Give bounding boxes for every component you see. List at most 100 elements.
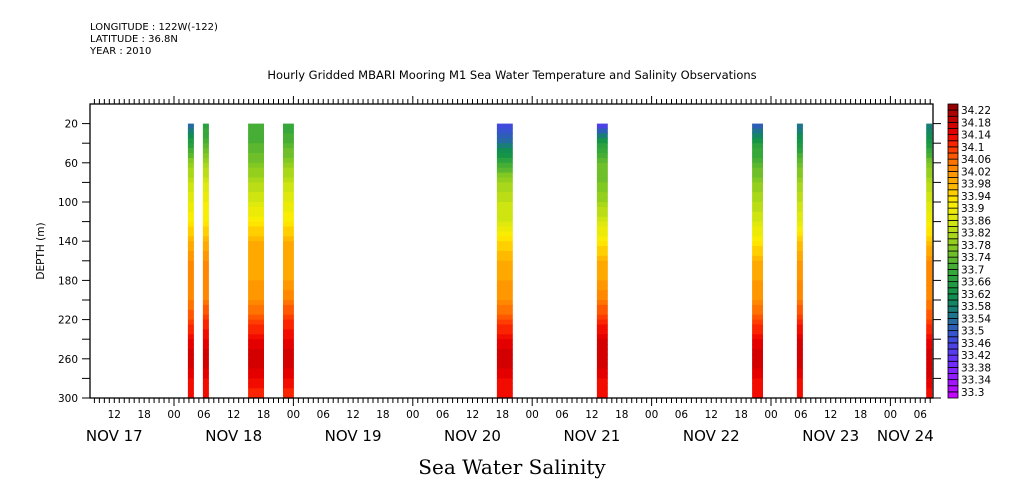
salinity-cell bbox=[596, 353, 608, 360]
salinity-cell bbox=[187, 143, 194, 149]
salinity-cell bbox=[283, 216, 294, 223]
salinity-cell bbox=[752, 162, 763, 169]
x-tick-label: 18 bbox=[854, 409, 867, 421]
salinity-cell bbox=[187, 270, 194, 277]
y-tick-label: 100 bbox=[58, 197, 78, 209]
colorbar-band bbox=[947, 281, 959, 289]
salinity-cell bbox=[187, 304, 194, 311]
salinity-cell bbox=[202, 251, 209, 257]
salinity-cell bbox=[202, 378, 209, 384]
salinity-cell bbox=[496, 290, 513, 296]
salinity-cell bbox=[283, 339, 294, 345]
salinity-cell bbox=[283, 344, 294, 350]
salinity-cell bbox=[596, 314, 608, 321]
salinity-cell bbox=[248, 319, 264, 326]
salinity-cell bbox=[752, 251, 763, 257]
salinity-cell bbox=[496, 162, 513, 169]
salinity-cell bbox=[752, 329, 763, 335]
salinity-cell bbox=[187, 128, 194, 134]
salinity-cell bbox=[496, 368, 513, 375]
salinity-cell bbox=[596, 260, 608, 267]
salinity-cell bbox=[283, 334, 294, 340]
salinity-cell bbox=[283, 128, 294, 134]
salinity-cell bbox=[283, 221, 294, 228]
colorbar-label: 33.58 bbox=[961, 301, 991, 313]
salinity-cell bbox=[752, 167, 763, 174]
x-tick-label: 00 bbox=[645, 409, 658, 421]
salinity-cell bbox=[283, 373, 294, 379]
colorbar-band bbox=[947, 385, 959, 393]
x-tick-label: 18 bbox=[376, 409, 389, 421]
salinity-cell bbox=[202, 187, 209, 193]
salinity-cell bbox=[752, 192, 763, 198]
salinity-cell bbox=[248, 143, 264, 149]
salinity-cell bbox=[248, 153, 264, 159]
salinity-cell bbox=[248, 123, 264, 130]
salinity-cell bbox=[796, 334, 803, 340]
salinity-cell bbox=[596, 153, 608, 159]
salinity-cell bbox=[496, 339, 513, 345]
data-column bbox=[248, 123, 264, 399]
colorbar-band bbox=[947, 379, 959, 387]
salinity-cell bbox=[496, 329, 513, 335]
colorbar-label: 33.62 bbox=[961, 289, 991, 301]
salinity-cell bbox=[926, 358, 933, 365]
salinity-cell bbox=[796, 280, 803, 286]
salinity-cell bbox=[796, 177, 803, 183]
salinity-cell bbox=[796, 324, 803, 330]
salinity-cell bbox=[248, 260, 264, 267]
salinity-cell bbox=[926, 123, 933, 130]
salinity-cell bbox=[926, 383, 933, 389]
x-tick-label: 12 bbox=[466, 409, 479, 421]
salinity-cell bbox=[283, 148, 294, 154]
salinity-cell bbox=[496, 216, 513, 223]
salinity-cell bbox=[496, 148, 513, 154]
data-column bbox=[926, 123, 933, 399]
salinity-cell bbox=[496, 373, 513, 379]
salinity-cell bbox=[496, 295, 513, 301]
axes: 12 18 00 06 12 18 00 06 12 18 00 06 12 18 00 06 12 18 00 06… bbox=[58, 96, 941, 445]
colorbar-label: 33.46 bbox=[961, 338, 991, 350]
x-tick-label: 00 bbox=[406, 409, 419, 421]
salinity-cell bbox=[187, 221, 194, 228]
salinity-cell bbox=[248, 353, 264, 360]
salinity-cell bbox=[248, 285, 264, 291]
salinity-cell bbox=[926, 231, 933, 237]
salinity-cell bbox=[202, 255, 209, 262]
colorbar-label: 33.86 bbox=[961, 215, 991, 227]
salinity-cell bbox=[796, 353, 803, 360]
salinity-cell bbox=[752, 363, 763, 370]
salinity-cell bbox=[796, 270, 803, 277]
salinity-cell bbox=[926, 216, 933, 223]
salinity-cell bbox=[926, 157, 933, 164]
salinity-cell bbox=[283, 251, 294, 257]
salinity-cell bbox=[926, 304, 933, 311]
salinity-cell bbox=[496, 309, 513, 316]
salinity-cell bbox=[752, 295, 763, 301]
salinity-cell bbox=[496, 167, 513, 174]
colorbar-band bbox=[947, 207, 959, 215]
x-day-label: NOV 22 bbox=[683, 427, 740, 445]
salinity-cell bbox=[926, 393, 933, 399]
salinity-cell bbox=[496, 344, 513, 350]
salinity-cell bbox=[752, 128, 763, 134]
salinity-cell bbox=[202, 393, 209, 399]
salinity-cell bbox=[187, 295, 194, 301]
salinity-cell bbox=[202, 138, 209, 144]
salinity-cell bbox=[283, 388, 294, 394]
salinity-cell bbox=[202, 295, 209, 301]
colorbar-band bbox=[947, 256, 959, 264]
salinity-cell bbox=[283, 236, 294, 242]
salinity-cell bbox=[796, 339, 803, 345]
colorbar-label: 33.9 bbox=[961, 203, 984, 215]
salinity-cell bbox=[187, 353, 194, 360]
salinity-cell bbox=[283, 329, 294, 335]
colorbar-label: 33.5 bbox=[961, 326, 984, 338]
x-day-label: NOV 23 bbox=[802, 427, 859, 445]
salinity-cell bbox=[596, 148, 608, 154]
salinity-cell bbox=[752, 280, 763, 286]
colorbar-label: 33.98 bbox=[961, 179, 991, 191]
salinity-cell bbox=[796, 255, 803, 262]
colorbar-band bbox=[947, 268, 959, 276]
salinity-cell bbox=[926, 167, 933, 174]
